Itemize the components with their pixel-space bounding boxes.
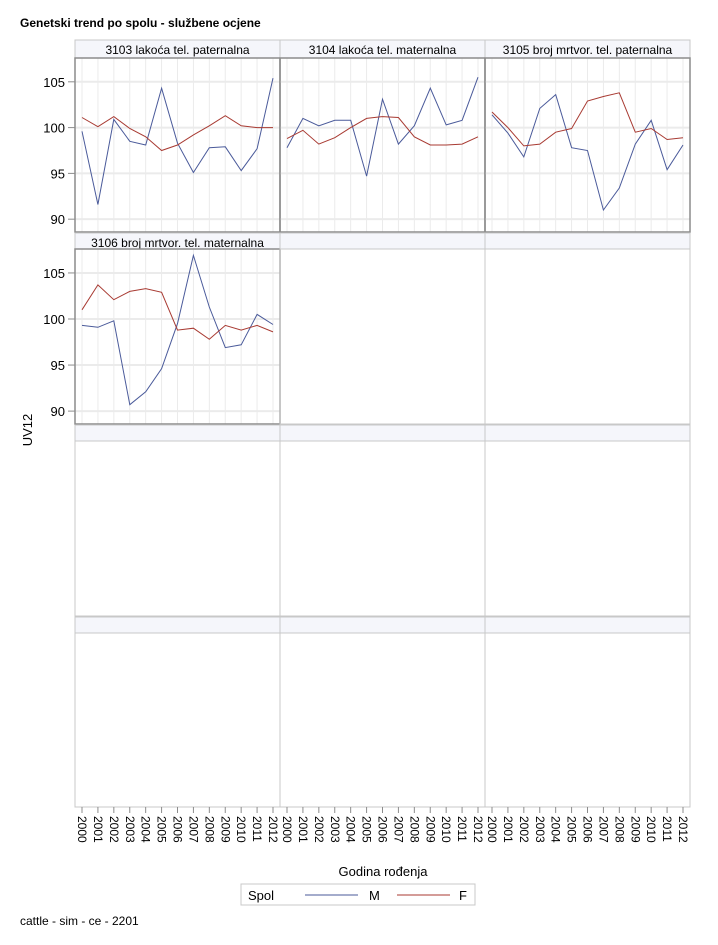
x-tick-label: 2000 (75, 816, 89, 843)
y-tick-label: 90 (51, 212, 65, 227)
x-tick-label: 2004 (549, 816, 563, 843)
panel-frame-empty (279, 440, 486, 617)
x-tick-label: 2010 (234, 816, 248, 843)
panel-frame-empty (74, 632, 281, 808)
x-tick-label: 2008 (407, 816, 421, 843)
panel-title: 3105 broj mrtvor. tel. paternalna (503, 43, 673, 57)
x-tick-label: 2006 (376, 816, 390, 843)
x-tick-label: 2007 (391, 816, 405, 843)
x-tick-label: 2002 (107, 816, 121, 843)
panel-header (279, 616, 486, 634)
series-line-m (81, 77, 274, 205)
x-tick-label: 2012 (471, 816, 485, 843)
y-tick-label: 100 (43, 121, 65, 136)
panel-frame-empty (279, 632, 486, 808)
panel-header (74, 616, 281, 634)
y-tick-label: 105 (43, 75, 65, 90)
x-tick-label: 2009 (218, 816, 232, 843)
x-tick-label: 2008 (202, 816, 216, 843)
series-line-f (81, 115, 273, 152)
panel-header (74, 424, 281, 442)
series-line-f (491, 92, 684, 147)
x-tick-label: 2012 (266, 816, 280, 843)
x-tick-label: 2003 (533, 816, 547, 843)
y-tick-label: 105 (43, 266, 65, 281)
panel-header (279, 424, 486, 442)
x-tick-label: 2010 (439, 816, 453, 843)
x-axis-label: Godina rođenja (339, 864, 429, 879)
panel-header (279, 232, 486, 250)
y-axis-label: UV12 (20, 414, 35, 447)
y-tick-label: 95 (51, 166, 65, 181)
panel-header (484, 232, 691, 250)
y-tick-label: 90 (51, 404, 65, 419)
x-tick-label: 2005 (565, 816, 579, 843)
x-tick-label: 2002 (517, 816, 531, 843)
panel-frame-empty (484, 248, 691, 425)
panel-frame-empty (484, 632, 691, 808)
panel-title: 3104 lakoća tel. maternalna (309, 43, 457, 57)
legend-label-f: F (459, 888, 467, 903)
x-tick-label: 2003 (328, 816, 342, 843)
x-tick-label: 2001 (501, 816, 515, 843)
x-tick-label: 2000 (280, 816, 294, 843)
y-tick-label: 95 (51, 358, 65, 373)
series-line-f (286, 116, 479, 146)
panel-frame-empty (484, 440, 691, 617)
x-tick-label: 2000 (485, 816, 499, 843)
x-tick-label: 2009 (423, 816, 437, 843)
x-tick-label: 2007 (596, 816, 610, 843)
series-line-m (491, 93, 684, 212)
panel-frame (484, 57, 691, 233)
x-tick-label: 2003 (123, 816, 137, 843)
panel-header (484, 616, 691, 634)
series-line-m (286, 77, 479, 177)
x-tick-label: 2008 (612, 816, 626, 843)
series-line-f (81, 284, 274, 340)
x-tick-label: 2002 (312, 816, 326, 843)
x-tick-label: 2009 (628, 816, 642, 843)
panel-frame-empty (74, 440, 281, 617)
legend: Spol M F (240, 883, 476, 906)
x-tick-label: 2010 (644, 816, 658, 843)
x-tick-label: 2004 (139, 816, 153, 843)
chart-title: Genetski trend po spolu - službene ocjen… (20, 16, 261, 30)
legend-title: Spol (248, 888, 274, 903)
panel-title: 3103 lakoća tel. paternalna (105, 43, 249, 57)
footnote: cattle - sim - ce - 2201 (20, 914, 139, 928)
x-tick-label: 2001 (296, 816, 310, 843)
x-tick-label: 2006 (581, 816, 595, 843)
x-tick-label: 2012 (676, 816, 690, 843)
x-tick-label: 2007 (186, 816, 200, 843)
x-tick-label: 2011 (660, 816, 674, 842)
x-tick-label: 2005 (360, 816, 374, 843)
series-line-m (81, 253, 274, 406)
panel-frame-empty (279, 248, 486, 425)
x-tick-label: 2006 (171, 816, 185, 843)
y-tick-label: 100 (43, 312, 65, 327)
x-tick-label: 2011 (250, 816, 264, 842)
x-tick-label: 2005 (155, 816, 169, 843)
legend-label-m: M (369, 888, 380, 903)
x-tick-label: 2011 (455, 816, 469, 842)
panel-header (484, 424, 691, 442)
x-tick-label: 2004 (344, 816, 358, 843)
panel-title: 3106 broj mrtvor. tel. maternalna (91, 236, 264, 250)
x-tick-label: 2001 (91, 816, 105, 843)
